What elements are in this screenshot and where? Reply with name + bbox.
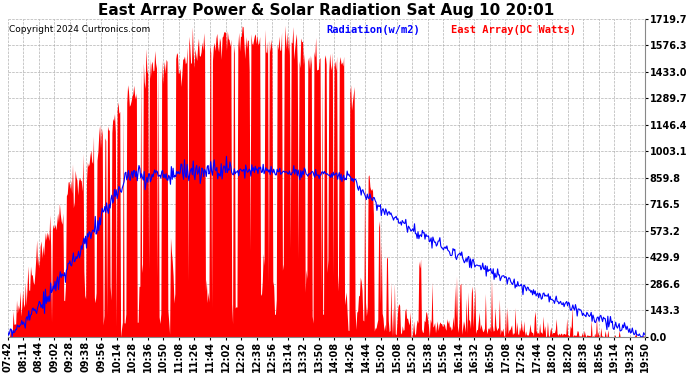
Text: Radiation(w/m2): Radiation(w/m2) xyxy=(326,25,420,35)
Title: East Array Power & Solar Radiation Sat Aug 10 20:01: East Array Power & Solar Radiation Sat A… xyxy=(99,3,555,18)
Text: Copyright 2024 Curtronics.com: Copyright 2024 Curtronics.com xyxy=(9,25,150,34)
Text: East Array(DC Watts): East Array(DC Watts) xyxy=(451,25,576,35)
